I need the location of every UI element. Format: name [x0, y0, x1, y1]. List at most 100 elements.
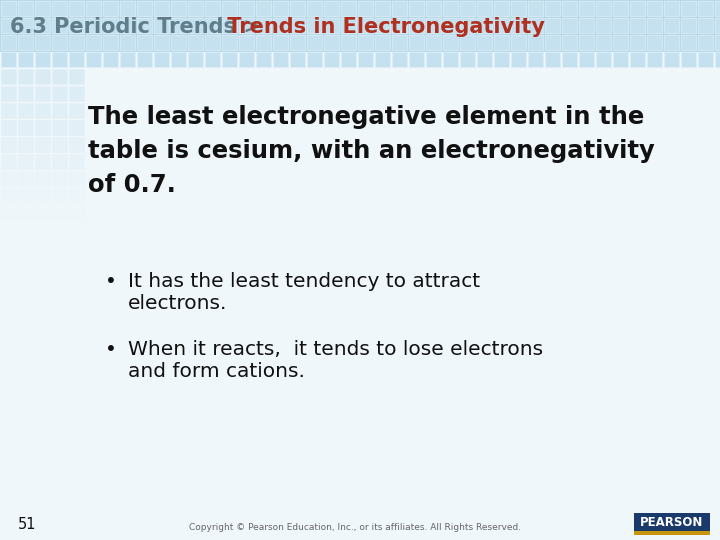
FancyBboxPatch shape — [35, 154, 50, 170]
FancyBboxPatch shape — [18, 86, 33, 102]
FancyBboxPatch shape — [52, 69, 67, 84]
FancyBboxPatch shape — [103, 1, 118, 16]
FancyBboxPatch shape — [528, 1, 544, 16]
FancyBboxPatch shape — [630, 52, 645, 68]
FancyBboxPatch shape — [188, 1, 203, 16]
FancyBboxPatch shape — [68, 86, 84, 102]
FancyBboxPatch shape — [477, 1, 492, 16]
FancyBboxPatch shape — [510, 35, 526, 50]
FancyBboxPatch shape — [120, 52, 135, 68]
FancyBboxPatch shape — [239, 52, 254, 68]
FancyBboxPatch shape — [35, 35, 50, 50]
FancyBboxPatch shape — [528, 52, 544, 68]
Text: of 0.7.: of 0.7. — [88, 173, 176, 197]
FancyBboxPatch shape — [273, 52, 288, 68]
FancyBboxPatch shape — [18, 69, 33, 84]
FancyBboxPatch shape — [374, 52, 390, 68]
FancyBboxPatch shape — [477, 18, 492, 33]
FancyBboxPatch shape — [698, 1, 714, 16]
FancyBboxPatch shape — [52, 188, 67, 203]
Text: Copyright © Pearson Education, Inc., or its affiliates. All Rights Reserved.: Copyright © Pearson Education, Inc., or … — [189, 523, 521, 532]
FancyBboxPatch shape — [595, 35, 611, 50]
FancyBboxPatch shape — [647, 52, 662, 68]
FancyBboxPatch shape — [1, 103, 17, 118]
FancyBboxPatch shape — [153, 18, 169, 33]
FancyBboxPatch shape — [494, 18, 509, 33]
FancyBboxPatch shape — [715, 35, 720, 50]
FancyBboxPatch shape — [647, 35, 662, 50]
FancyBboxPatch shape — [426, 1, 441, 16]
FancyBboxPatch shape — [324, 52, 339, 68]
FancyBboxPatch shape — [374, 35, 390, 50]
FancyBboxPatch shape — [409, 1, 424, 16]
FancyBboxPatch shape — [545, 18, 560, 33]
FancyBboxPatch shape — [188, 18, 203, 33]
FancyBboxPatch shape — [68, 120, 84, 136]
FancyBboxPatch shape — [409, 18, 424, 33]
FancyBboxPatch shape — [52, 103, 67, 118]
FancyBboxPatch shape — [459, 18, 475, 33]
FancyBboxPatch shape — [273, 18, 288, 33]
FancyBboxPatch shape — [579, 18, 594, 33]
FancyBboxPatch shape — [307, 52, 323, 68]
FancyBboxPatch shape — [35, 69, 50, 84]
Text: It has the least tendency to attract: It has the least tendency to attract — [128, 272, 480, 291]
FancyBboxPatch shape — [341, 18, 356, 33]
FancyBboxPatch shape — [634, 531, 710, 535]
Text: PEARSON: PEARSON — [640, 516, 703, 529]
FancyBboxPatch shape — [1, 35, 17, 50]
FancyBboxPatch shape — [477, 35, 492, 50]
FancyBboxPatch shape — [153, 52, 169, 68]
FancyBboxPatch shape — [715, 52, 720, 68]
FancyBboxPatch shape — [374, 1, 390, 16]
FancyBboxPatch shape — [647, 18, 662, 33]
FancyBboxPatch shape — [595, 18, 611, 33]
FancyBboxPatch shape — [137, 52, 153, 68]
FancyBboxPatch shape — [52, 52, 67, 68]
FancyBboxPatch shape — [680, 1, 696, 16]
FancyBboxPatch shape — [52, 120, 67, 136]
FancyBboxPatch shape — [595, 1, 611, 16]
FancyBboxPatch shape — [664, 52, 679, 68]
FancyBboxPatch shape — [289, 52, 305, 68]
FancyBboxPatch shape — [18, 18, 33, 33]
FancyBboxPatch shape — [256, 35, 271, 50]
FancyBboxPatch shape — [1, 18, 17, 33]
FancyBboxPatch shape — [18, 103, 33, 118]
FancyBboxPatch shape — [18, 137, 33, 152]
FancyBboxPatch shape — [613, 35, 629, 50]
FancyBboxPatch shape — [341, 52, 356, 68]
FancyBboxPatch shape — [562, 1, 577, 16]
FancyBboxPatch shape — [171, 18, 186, 33]
FancyBboxPatch shape — [494, 1, 509, 16]
FancyBboxPatch shape — [137, 18, 153, 33]
FancyBboxPatch shape — [392, 1, 408, 16]
FancyBboxPatch shape — [68, 35, 84, 50]
FancyBboxPatch shape — [35, 137, 50, 152]
FancyBboxPatch shape — [579, 35, 594, 50]
FancyBboxPatch shape — [510, 18, 526, 33]
FancyBboxPatch shape — [188, 52, 203, 68]
FancyBboxPatch shape — [289, 1, 305, 16]
FancyBboxPatch shape — [562, 52, 577, 68]
FancyBboxPatch shape — [103, 52, 118, 68]
FancyBboxPatch shape — [68, 1, 84, 16]
FancyBboxPatch shape — [1, 1, 17, 16]
FancyBboxPatch shape — [562, 35, 577, 50]
FancyBboxPatch shape — [324, 35, 339, 50]
FancyBboxPatch shape — [341, 35, 356, 50]
FancyBboxPatch shape — [35, 18, 50, 33]
FancyBboxPatch shape — [171, 1, 186, 16]
FancyBboxPatch shape — [341, 1, 356, 16]
FancyBboxPatch shape — [68, 69, 84, 84]
FancyBboxPatch shape — [86, 35, 102, 50]
FancyBboxPatch shape — [86, 1, 102, 16]
FancyBboxPatch shape — [459, 35, 475, 50]
FancyBboxPatch shape — [35, 188, 50, 203]
FancyBboxPatch shape — [579, 1, 594, 16]
FancyBboxPatch shape — [358, 35, 373, 50]
FancyBboxPatch shape — [307, 18, 323, 33]
FancyBboxPatch shape — [18, 52, 33, 68]
FancyBboxPatch shape — [1, 154, 17, 170]
FancyBboxPatch shape — [307, 35, 323, 50]
